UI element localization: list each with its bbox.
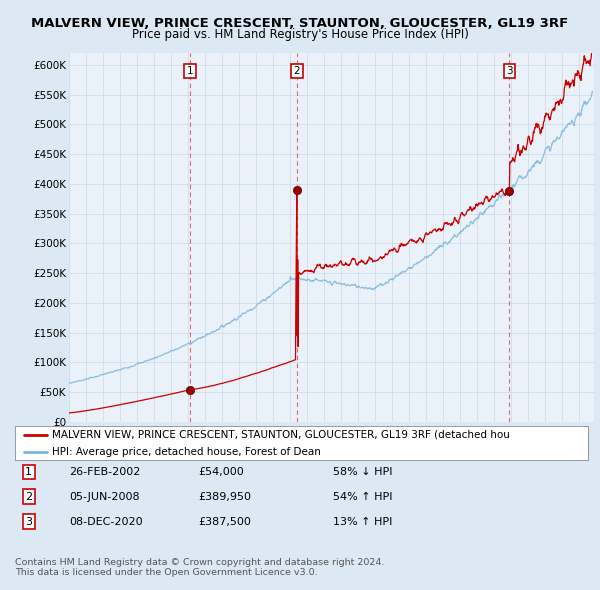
Text: 3: 3 — [25, 517, 32, 526]
Text: £389,950: £389,950 — [198, 492, 251, 502]
Text: 26-FEB-2002: 26-FEB-2002 — [69, 467, 140, 477]
Text: 13% ↑ HPI: 13% ↑ HPI — [333, 517, 392, 526]
Text: 08-DEC-2020: 08-DEC-2020 — [69, 517, 143, 526]
Text: 2: 2 — [25, 492, 32, 502]
Text: MALVERN VIEW, PRINCE CRESCENT, STAUNTON, GLOUCESTER, GL19 3RF (detached hou: MALVERN VIEW, PRINCE CRESCENT, STAUNTON,… — [52, 430, 510, 440]
Text: 54% ↑ HPI: 54% ↑ HPI — [333, 492, 392, 502]
Text: HPI: Average price, detached house, Forest of Dean: HPI: Average price, detached house, Fore… — [52, 447, 321, 457]
Text: 1: 1 — [25, 467, 32, 477]
Text: 2: 2 — [293, 66, 301, 76]
Text: 05-JUN-2008: 05-JUN-2008 — [69, 492, 140, 502]
Text: 58% ↓ HPI: 58% ↓ HPI — [333, 467, 392, 477]
Text: Contains HM Land Registry data © Crown copyright and database right 2024.
This d: Contains HM Land Registry data © Crown c… — [15, 558, 385, 577]
Text: MALVERN VIEW, PRINCE CRESCENT, STAUNTON, GLOUCESTER, GL19 3RF: MALVERN VIEW, PRINCE CRESCENT, STAUNTON,… — [31, 17, 569, 30]
Text: 3: 3 — [506, 66, 513, 76]
Text: Price paid vs. HM Land Registry's House Price Index (HPI): Price paid vs. HM Land Registry's House … — [131, 28, 469, 41]
Text: £387,500: £387,500 — [198, 517, 251, 526]
Text: 1: 1 — [187, 66, 193, 76]
Text: £54,000: £54,000 — [198, 467, 244, 477]
